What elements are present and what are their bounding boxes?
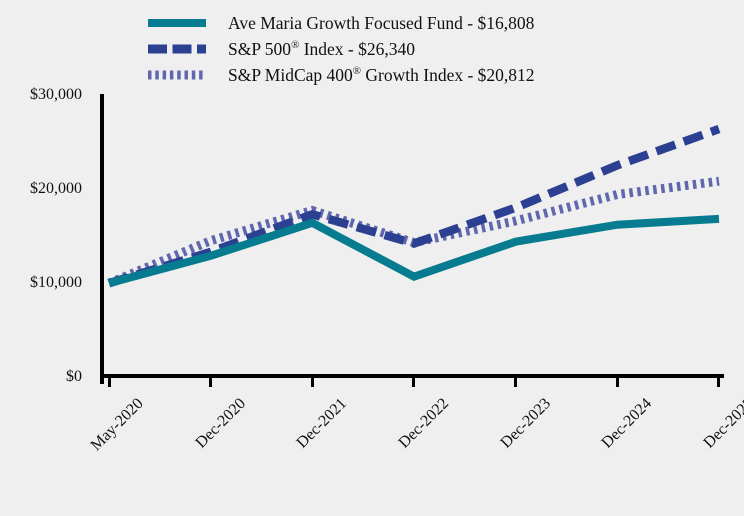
y-axis-label-10000: $10,000 [30, 274, 82, 291]
legend-swatch-solid-line [148, 19, 206, 27]
x-axis-tick [412, 378, 416, 387]
legend-text: S&P 500 [228, 38, 292, 59]
x-axis-tick [615, 378, 619, 387]
registered-mark: ® [291, 38, 300, 51]
x-axis-tick [717, 378, 721, 387]
legend-item-ave-maria-fund: Ave Maria Growth Focused Fund - $16,808 [148, 12, 535, 34]
x-axis-tick [310, 378, 314, 387]
series-line-dotted [107, 176, 720, 288]
legend-swatch-dashed-line [148, 44, 206, 54]
legend-text: Index - $26,340 [299, 38, 415, 59]
series-line-solid [107, 214, 720, 288]
x-axis-tick [209, 378, 213, 387]
legend-item-sp-midcap-400-growth-index: S&P MidCap 400® Growth Index - $20,812 [148, 64, 535, 86]
x-axis-tick [107, 378, 111, 387]
x-axis [100, 374, 724, 378]
y-axis-label-30000: $30,000 [30, 86, 82, 103]
legend-text: Growth Index - $20,812 [361, 64, 535, 85]
legend-swatch-dotted-line [148, 70, 206, 80]
legend-text: S&P MidCap 400 [228, 64, 353, 85]
legend-label-sp500-index: S&P 500® Index - $26,340 [228, 39, 415, 60]
legend-text: Ave Maria Growth Focused Fund - $16,808 [228, 12, 535, 33]
y-axis-label-0: $0 [66, 368, 82, 385]
legend-label-sp-midcap-400-growth-index: S&P MidCap 400® Growth Index - $20,812 [228, 65, 535, 86]
y-axis [100, 94, 104, 384]
registered-mark: ® [352, 64, 362, 77]
legend-item-sp500-index: S&P 500® Index - $26,340 [148, 38, 535, 60]
legend-label-ave-maria-fund: Ave Maria Growth Focused Fund - $16,808 [228, 13, 534, 34]
x-axis-tick [514, 378, 518, 387]
chart-legend: Ave Maria Growth Focused Fund - $16,808 … [148, 12, 535, 86]
y-axis-label-20000: $20,000 [30, 180, 82, 197]
